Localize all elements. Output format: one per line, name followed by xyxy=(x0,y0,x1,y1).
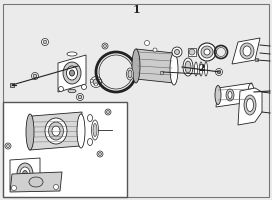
Ellipse shape xyxy=(185,61,191,73)
Polygon shape xyxy=(136,49,174,83)
Circle shape xyxy=(78,95,82,99)
Circle shape xyxy=(107,110,110,114)
Circle shape xyxy=(5,143,11,149)
Ellipse shape xyxy=(70,70,75,76)
Ellipse shape xyxy=(170,53,178,85)
Ellipse shape xyxy=(228,92,232,98)
Circle shape xyxy=(43,40,47,44)
Ellipse shape xyxy=(128,70,132,78)
Ellipse shape xyxy=(226,89,234,101)
Ellipse shape xyxy=(248,84,254,102)
Bar xyxy=(10,83,14,87)
Circle shape xyxy=(54,184,58,190)
Ellipse shape xyxy=(88,138,92,146)
Circle shape xyxy=(82,84,86,90)
Circle shape xyxy=(90,79,93,82)
Ellipse shape xyxy=(67,52,77,56)
Bar xyxy=(253,90,256,94)
Ellipse shape xyxy=(45,118,67,144)
Circle shape xyxy=(91,76,101,88)
Ellipse shape xyxy=(240,43,254,59)
Ellipse shape xyxy=(63,62,81,84)
Ellipse shape xyxy=(26,114,34,150)
Circle shape xyxy=(76,94,84,100)
Circle shape xyxy=(204,49,210,55)
Circle shape xyxy=(94,83,97,86)
Circle shape xyxy=(255,108,258,112)
Circle shape xyxy=(7,144,10,148)
Polygon shape xyxy=(10,172,62,192)
Polygon shape xyxy=(30,112,82,150)
Circle shape xyxy=(99,79,102,82)
Ellipse shape xyxy=(243,46,251,56)
Text: 1: 1 xyxy=(132,4,140,15)
Circle shape xyxy=(98,152,101,156)
Ellipse shape xyxy=(132,49,140,83)
Circle shape xyxy=(11,186,17,190)
Circle shape xyxy=(104,45,107,47)
Circle shape xyxy=(198,43,216,61)
Ellipse shape xyxy=(93,123,97,136)
Circle shape xyxy=(144,40,150,46)
Ellipse shape xyxy=(68,89,76,93)
Polygon shape xyxy=(58,55,86,92)
Circle shape xyxy=(153,48,157,52)
Ellipse shape xyxy=(91,120,98,140)
Circle shape xyxy=(189,49,195,55)
Ellipse shape xyxy=(88,114,92,121)
Ellipse shape xyxy=(48,122,63,140)
Polygon shape xyxy=(238,88,262,125)
Circle shape xyxy=(253,107,259,113)
Ellipse shape xyxy=(20,167,30,181)
Circle shape xyxy=(97,151,103,157)
Circle shape xyxy=(42,38,48,46)
Circle shape xyxy=(58,86,63,92)
Polygon shape xyxy=(216,83,252,107)
Ellipse shape xyxy=(17,163,33,185)
Ellipse shape xyxy=(23,170,27,178)
Ellipse shape xyxy=(29,177,43,187)
Ellipse shape xyxy=(246,98,254,112)
Polygon shape xyxy=(10,158,40,190)
Circle shape xyxy=(201,46,213,58)
Bar xyxy=(3,102,127,197)
Circle shape xyxy=(105,109,111,115)
Circle shape xyxy=(215,68,222,75)
Ellipse shape xyxy=(66,66,78,80)
Ellipse shape xyxy=(205,62,208,76)
Ellipse shape xyxy=(244,95,256,115)
Bar xyxy=(255,58,258,61)
Circle shape xyxy=(33,74,37,78)
Circle shape xyxy=(172,47,182,57)
Circle shape xyxy=(217,70,221,74)
Bar xyxy=(160,71,163,74)
Ellipse shape xyxy=(126,68,134,80)
Ellipse shape xyxy=(52,126,60,136)
Circle shape xyxy=(102,43,108,49)
Ellipse shape xyxy=(194,62,197,76)
Ellipse shape xyxy=(199,62,202,76)
Bar xyxy=(188,48,196,56)
Ellipse shape xyxy=(77,114,85,148)
Circle shape xyxy=(32,72,39,79)
Circle shape xyxy=(93,79,99,85)
Ellipse shape xyxy=(183,58,193,76)
Ellipse shape xyxy=(215,86,221,104)
Text: 2: 2 xyxy=(198,64,205,73)
Circle shape xyxy=(175,49,180,54)
Polygon shape xyxy=(232,38,260,64)
